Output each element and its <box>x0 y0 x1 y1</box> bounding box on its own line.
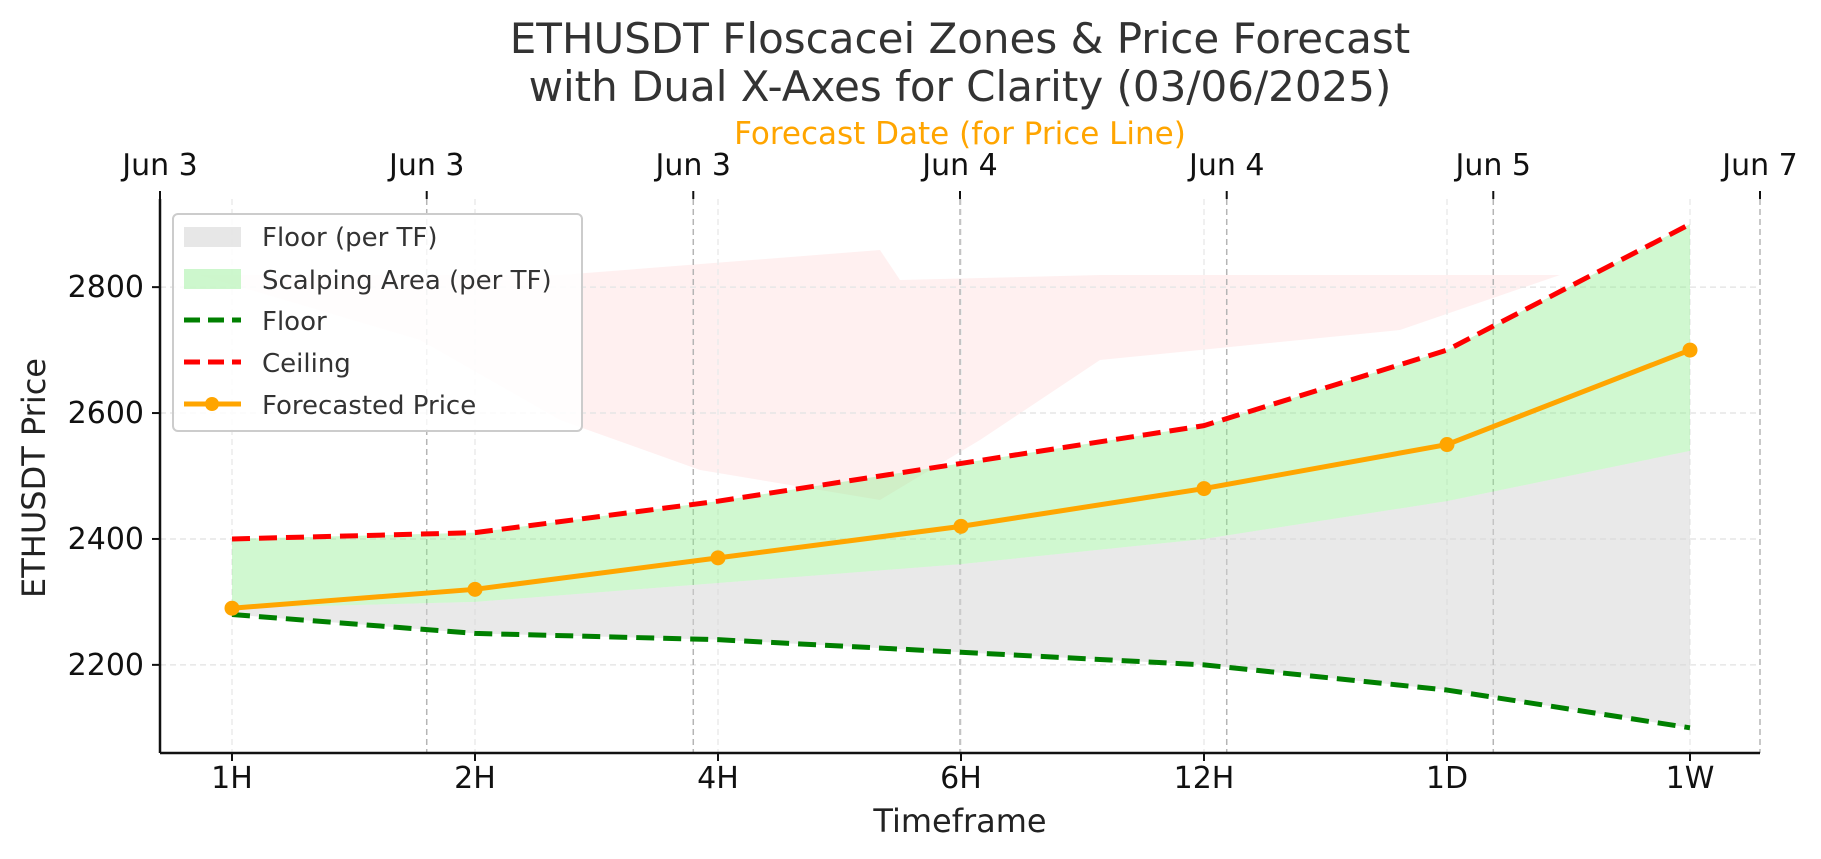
point-forecasted-price <box>710 550 726 566</box>
area-floor-per-tf <box>232 450 1690 728</box>
x-tick-label: 1W <box>1666 761 1715 796</box>
top-tick-label: Jun 4 <box>920 148 998 183</box>
area-scalping <box>232 224 1690 609</box>
top-tick-label: Jun 5 <box>1454 148 1532 183</box>
series <box>224 221 1698 731</box>
y-tick-label: 2400 <box>68 522 144 557</box>
y-tick-label: 2200 <box>68 648 144 683</box>
point-forecasted-price <box>1682 342 1698 358</box>
series-line-ceiling <box>231 221 1692 542</box>
x-tick-label: 1D <box>1426 761 1468 796</box>
legend-label-forecast: Forecasted Price <box>262 391 476 421</box>
axes: 2200 2400 2600 2800 1H 2H 4H 6H 12H 1D 1W Jun 3 Jun … <box>68 148 1798 796</box>
legend-swatch-floor-area <box>184 227 241 247</box>
top-tick-label: Jun 3 <box>120 148 198 183</box>
x-tick-label: 12H <box>1174 761 1235 796</box>
top-tick-label: Jun 3 <box>654 148 732 183</box>
legend-label-floor: Floor <box>262 307 327 337</box>
point-forecasted-price <box>953 518 969 534</box>
top-tick-label: Jun 3 <box>387 148 465 183</box>
y-tick-label: 2800 <box>68 270 144 305</box>
legend-frame <box>172 213 583 432</box>
legend-label-scalping-area: Scalping Area (per TF) <box>262 266 552 296</box>
legend: Floor (per TF) Scalping Area (per TF) Fl… <box>172 213 583 432</box>
legend-marker-forecast <box>205 397 219 411</box>
y-tick-label: 2600 <box>68 396 144 431</box>
areas <box>232 224 1690 728</box>
legend-label-floor-area: Floor (per TF) <box>262 223 438 253</box>
x-tick-label: 2H <box>454 761 496 796</box>
x-axis-label: Timeframe <box>872 802 1046 840</box>
point-forecasted-price <box>467 581 483 597</box>
chart-title-line2: with Dual X-Axes for Clarity (03/06/2025… <box>529 62 1392 111</box>
y-axis-label: ETHUSDT Price <box>15 358 53 598</box>
x-tick-label: 4H <box>697 761 739 796</box>
point-forecasted-price <box>1439 437 1455 453</box>
top-tick-label: Jun 4 <box>1187 148 1265 183</box>
point-forecasted-price <box>224 600 240 616</box>
top-tick-label: Jun 7 <box>1720 148 1798 183</box>
legend-label-ceiling: Ceiling <box>262 349 351 379</box>
legend-swatch-scalping-area <box>184 269 241 289</box>
series-line-floor <box>231 612 1691 731</box>
chart-title-line1: ETHUSDT Floscacei Zones & Price Forecast <box>510 14 1411 63</box>
top-axis-label: Forecast Date (for Price Line) <box>734 116 1186 152</box>
point-forecasted-price <box>1196 481 1212 497</box>
x-tick-label: 1H <box>211 761 253 796</box>
x-tick-label: 6H <box>940 761 982 796</box>
